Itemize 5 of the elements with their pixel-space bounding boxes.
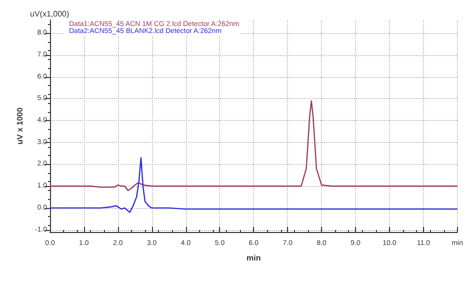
y-axis-title: uV x 1000 [16, 106, 24, 144]
line-series [49, 157, 458, 213]
text: uV(x1,000) [30, 10, 70, 18]
line-series [49, 100, 458, 192]
x-axis-title: min [246, 254, 261, 262]
